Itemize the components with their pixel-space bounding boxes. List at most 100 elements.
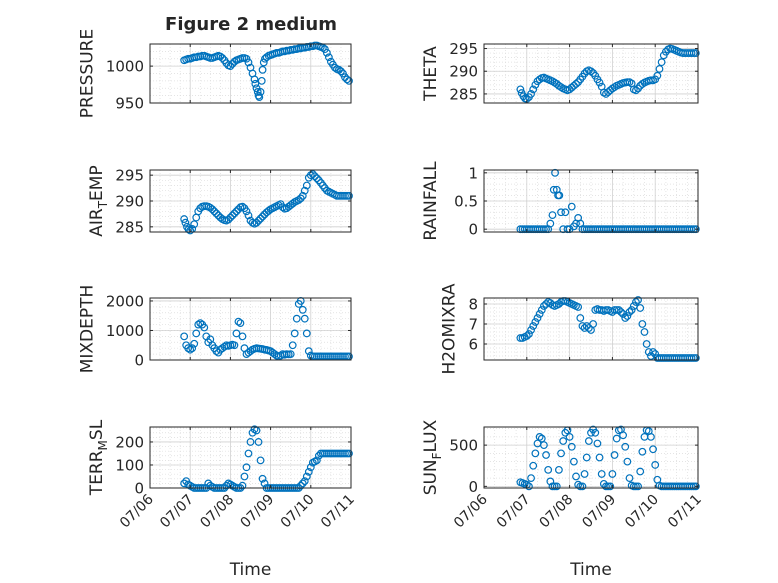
- data-point: [181, 218, 190, 227]
- data-point: [634, 296, 642, 304]
- data-point: [186, 226, 195, 235]
- data-point: [687, 354, 696, 362]
- y-axis-label: THETA: [421, 46, 441, 102]
- data-point: [256, 88, 265, 96]
- data-point: [636, 304, 645, 312]
- y-axis-label: MIXDEPTH: [77, 285, 97, 374]
- data-point: [617, 308, 625, 316]
- data-point: [546, 219, 555, 228]
- y-axis-label: TERRMSL: [87, 419, 110, 496]
- data-point: [578, 482, 587, 491]
- data-point: [625, 308, 634, 316]
- y-tick-label: 0: [468, 221, 478, 239]
- figure-title: Figure 2 medium: [165, 14, 337, 35]
- data-point: [304, 467, 313, 476]
- data-point: [232, 329, 241, 338]
- data-point: [529, 322, 538, 330]
- data-point: [304, 347, 313, 356]
- data-point: [584, 437, 593, 445]
- data-point: [525, 330, 533, 338]
- data-point: [306, 463, 315, 472]
- data-point: [537, 434, 546, 443]
- y-tick-label: 1000: [106, 58, 144, 76]
- data-point: [244, 58, 253, 67]
- y-axis-label: AIRTEMP: [87, 165, 110, 236]
- data-point: [210, 207, 219, 216]
- data-point: [184, 344, 193, 353]
- data-point: [533, 314, 542, 322]
- data-point: [302, 181, 311, 190]
- data-point: [687, 482, 696, 491]
- data-point: [561, 428, 570, 437]
- data-point: [238, 202, 247, 211]
- data-point: [621, 442, 630, 451]
- data-point: [691, 482, 700, 491]
- data-point: [226, 213, 235, 222]
- data-point: [226, 62, 235, 71]
- data-point: [546, 477, 555, 486]
- data-point: [324, 53, 333, 62]
- data-point: [555, 191, 564, 200]
- x-axis-label: Time: [229, 560, 272, 580]
- y-tick-label: 0: [134, 480, 144, 498]
- y-tick-label: 295: [449, 40, 478, 58]
- data-point: [190, 339, 199, 348]
- subplot-2: 285 290 295 THETA: [421, 40, 700, 104]
- data-point: [647, 76, 655, 85]
- data-point: [527, 326, 535, 334]
- data-point: [587, 67, 595, 76]
- data-point: [345, 449, 353, 458]
- data-point: [597, 470, 606, 478]
- data-point: [244, 211, 253, 220]
- y-tick-label: 1: [468, 164, 478, 182]
- data-point: [527, 474, 535, 483]
- data-point: [548, 482, 557, 491]
- data-point: [190, 220, 199, 229]
- data-point: [612, 306, 621, 314]
- data-point: [236, 319, 245, 327]
- data-point: [606, 482, 615, 491]
- data-point: [653, 71, 662, 80]
- y-tick-label: 200: [115, 433, 144, 451]
- data-point: [238, 332, 247, 341]
- data-point: [252, 218, 261, 227]
- data-point: [557, 208, 565, 217]
- data-point: [308, 170, 317, 179]
- data-point: [216, 213, 225, 222]
- data-point: [610, 451, 619, 459]
- data-point: [300, 477, 309, 485]
- data-point: [557, 449, 565, 458]
- data-point: [254, 216, 263, 225]
- subplot-4: 0 0.5 1 RAINFALL: [421, 161, 700, 241]
- data-point: [595, 78, 604, 87]
- y-axis-label: H2OMIXRA: [440, 283, 460, 374]
- data-point: [636, 467, 645, 476]
- y-tick-label: 2000: [106, 292, 144, 310]
- data-point: [591, 428, 600, 437]
- data-point: [230, 209, 239, 218]
- data-point: [647, 432, 655, 441]
- data-point: [548, 211, 557, 219]
- data-point: [567, 442, 576, 451]
- data-point: [640, 328, 649, 336]
- data-point: [649, 445, 657, 454]
- y-axis-label: PRESSURE: [77, 29, 97, 118]
- y-tick-label: 100: [115, 456, 144, 474]
- data-point: [288, 341, 297, 350]
- data-point: [555, 465, 563, 474]
- data-point: [691, 49, 700, 57]
- data-point: [516, 85, 525, 94]
- data-point: [561, 208, 570, 217]
- axes-box: [483, 297, 699, 361]
- data-point: [224, 215, 233, 224]
- data-point: [599, 479, 608, 488]
- data-point: [634, 482, 642, 491]
- data-point: [212, 347, 221, 356]
- data-point: [292, 314, 301, 323]
- x-axis-label: Time: [569, 560, 612, 580]
- data-point: [657, 58, 666, 67]
- data-point: [230, 57, 239, 66]
- data-point: [632, 298, 640, 306]
- data-point: [298, 479, 307, 488]
